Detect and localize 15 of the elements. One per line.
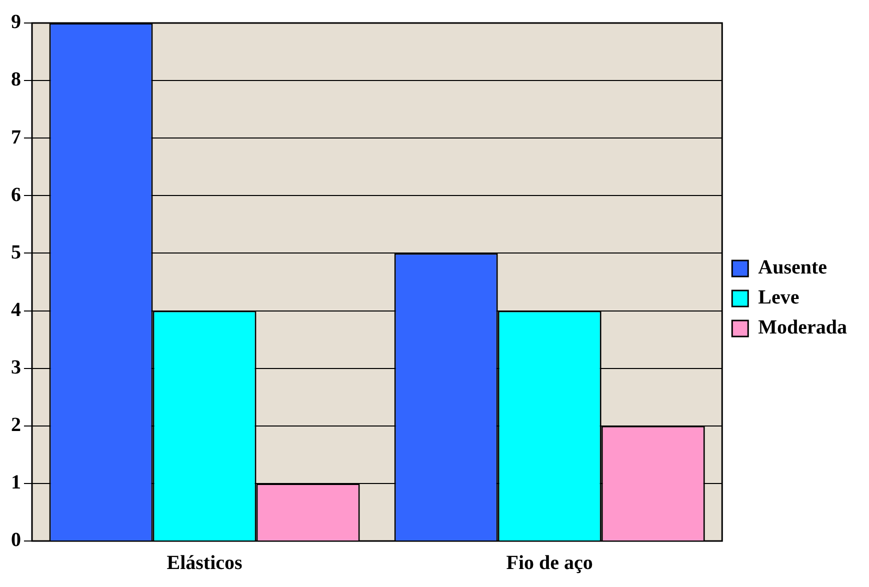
y-tick-label: 9 <box>11 11 21 34</box>
y-tick-label: 2 <box>11 414 21 436</box>
legend-label: Leve <box>758 286 800 309</box>
y-tick-label: 8 <box>11 68 21 91</box>
x-tick-label: Elásticos <box>166 552 243 574</box>
y-tick-label: 1 <box>11 472 21 494</box>
y-tick-label: 0 <box>11 529 21 552</box>
legend-label: Ausente <box>758 256 828 279</box>
legend-label: Moderada <box>758 316 848 339</box>
x-tick-label: Fio de aço <box>506 552 593 574</box>
y-tick-label: 6 <box>11 184 21 206</box>
y-tick-label: 4 <box>11 298 21 321</box>
y-tick-label: 7 <box>11 126 21 148</box>
y-tick-label: 3 <box>11 356 21 379</box>
y-tick-label: 5 <box>11 241 21 264</box>
